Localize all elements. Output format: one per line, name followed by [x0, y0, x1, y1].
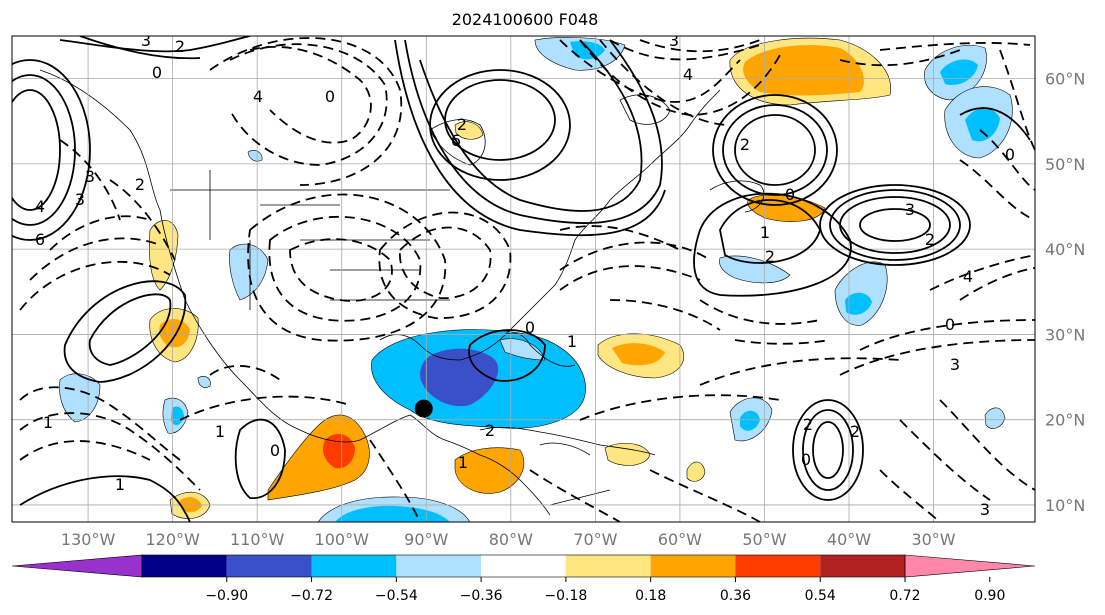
contour-label: 2 — [925, 230, 935, 249]
contour-label: 0 — [270, 441, 280, 460]
colorbar — [11, 554, 1036, 582]
colorbar-tick-labels: −0.90 −0.72 −0.54 −0.36 −0.18 0.18 0.36 0.54 0.7… — [205, 588, 1005, 604]
colorbar-segment — [311, 555, 397, 577]
contour-label: 1 — [458, 453, 468, 472]
contour-label: 0 — [785, 185, 795, 204]
contour-label: 3 — [905, 200, 915, 219]
contour-label: 1 — [115, 475, 125, 494]
colorbar-segment — [735, 555, 821, 577]
colorbar-frame — [141, 554, 906, 578]
latitude-label: 60°N — [1045, 70, 1085, 89]
colorbar-tick-label: −0.18 — [544, 588, 587, 604]
coastlines — [39, 69, 765, 516]
positive-contours — [12, 36, 1031, 522]
colorbar-segment — [565, 555, 651, 577]
contour-label: 0 — [1005, 145, 1015, 164]
longitude-label: 70°W — [573, 530, 617, 549]
contour-label: 1 — [215, 422, 225, 441]
longitude-label: 100°W — [315, 530, 370, 549]
longitude-label: 90°W — [404, 530, 448, 549]
contour-label: 2 — [765, 247, 775, 266]
gulf-strong-negative-anomaly — [420, 348, 499, 407]
plot-title: 2024100600 F048 — [451, 10, 599, 29]
colorbar-tick-label: 0.90 — [974, 588, 1005, 604]
location-marker — [414, 399, 433, 418]
contour-label: 2 — [740, 135, 750, 154]
longitude-label: 40°W — [827, 530, 871, 549]
latitude-label: 10°N — [1045, 496, 1085, 515]
contour-label: 1 — [760, 223, 770, 242]
colorbar-tick-label: −0.54 — [375, 588, 418, 604]
colorbar-extend-high — [904, 554, 1036, 578]
longitude-label: 130°W — [61, 530, 116, 549]
colorbar-segment — [142, 555, 227, 577]
longitude-label: 50°W — [742, 530, 786, 549]
longitude-label: 120°W — [145, 530, 200, 549]
contour-label: 3 — [669, 31, 679, 50]
contour-label: 0 — [801, 450, 811, 469]
longitude-label: 80°W — [489, 530, 533, 549]
colorbar-tick-label: 0.18 — [635, 588, 666, 604]
contour-label: 0 — [945, 315, 955, 334]
colorbar-tick-label: 0.36 — [720, 588, 751, 604]
latitude-label: 20°N — [1045, 411, 1085, 430]
contour-label: 3 — [75, 190, 85, 209]
contour-label: 2 — [135, 175, 145, 194]
negative-contours — [19, 37, 1035, 522]
longitude-labels: 130°W 120°W 110°W 100°W 90°W 80°W 70°W 60°W 50°W… — [61, 530, 956, 549]
colorbar-tick-label: 0.72 — [889, 588, 920, 604]
colorbar-extend-low — [11, 554, 143, 578]
contour-label: 0 — [152, 63, 162, 82]
contour-label: 6 — [451, 131, 461, 150]
colorbar-segment — [226, 555, 312, 577]
contour-label: 1 — [43, 413, 53, 432]
contour-label: 0 — [325, 87, 335, 106]
longitude-label: 60°W — [658, 530, 702, 549]
contour-label: 3 — [141, 31, 151, 50]
contour-label: 1 — [567, 332, 577, 351]
colorbar-segment — [481, 555, 566, 577]
latitude-label: 40°N — [1045, 240, 1085, 259]
contour-label: 2 — [803, 415, 813, 434]
contour-label: 2 — [485, 421, 495, 440]
contour-label: 4 — [683, 65, 693, 84]
contour-label: 2 — [175, 37, 185, 56]
contour-label: 4 — [35, 197, 45, 216]
colorbar-tick-label: −0.36 — [460, 588, 503, 604]
latitude-label: 50°N — [1045, 155, 1085, 174]
mexico-positive-anomaly — [267, 414, 370, 501]
contour-label: 6 — [35, 230, 45, 249]
contour-label: 3 — [980, 500, 990, 519]
contour-label: 0 — [525, 318, 535, 337]
latitude-labels: 10°N 20°N 30°N 40°N 50°N 60°N — [1045, 70, 1085, 515]
longitude-label: 30°W — [911, 530, 955, 549]
colorbar-tick-label: −0.90 — [205, 588, 248, 604]
colorbar-segment — [396, 555, 482, 577]
latitude-label: 30°N — [1045, 325, 1085, 344]
colorbar-tick-label: −0.72 — [290, 588, 333, 604]
map-frame — [11, 35, 1036, 523]
contour-label: 2 — [850, 422, 860, 441]
contour-label: 2 — [457, 115, 467, 134]
contour-label: 4 — [963, 267, 973, 286]
colorbar-segment — [650, 555, 736, 577]
contour-label: 3 — [950, 355, 960, 374]
contour-label: 4 — [253, 87, 263, 106]
colorbar-segment — [820, 555, 905, 577]
colorbar-tick-label: 0.54 — [805, 588, 836, 604]
contour-label: 3 — [85, 167, 95, 186]
longitude-label: 110°W — [230, 530, 285, 549]
anomaly-shading — [59, 37, 1013, 522]
